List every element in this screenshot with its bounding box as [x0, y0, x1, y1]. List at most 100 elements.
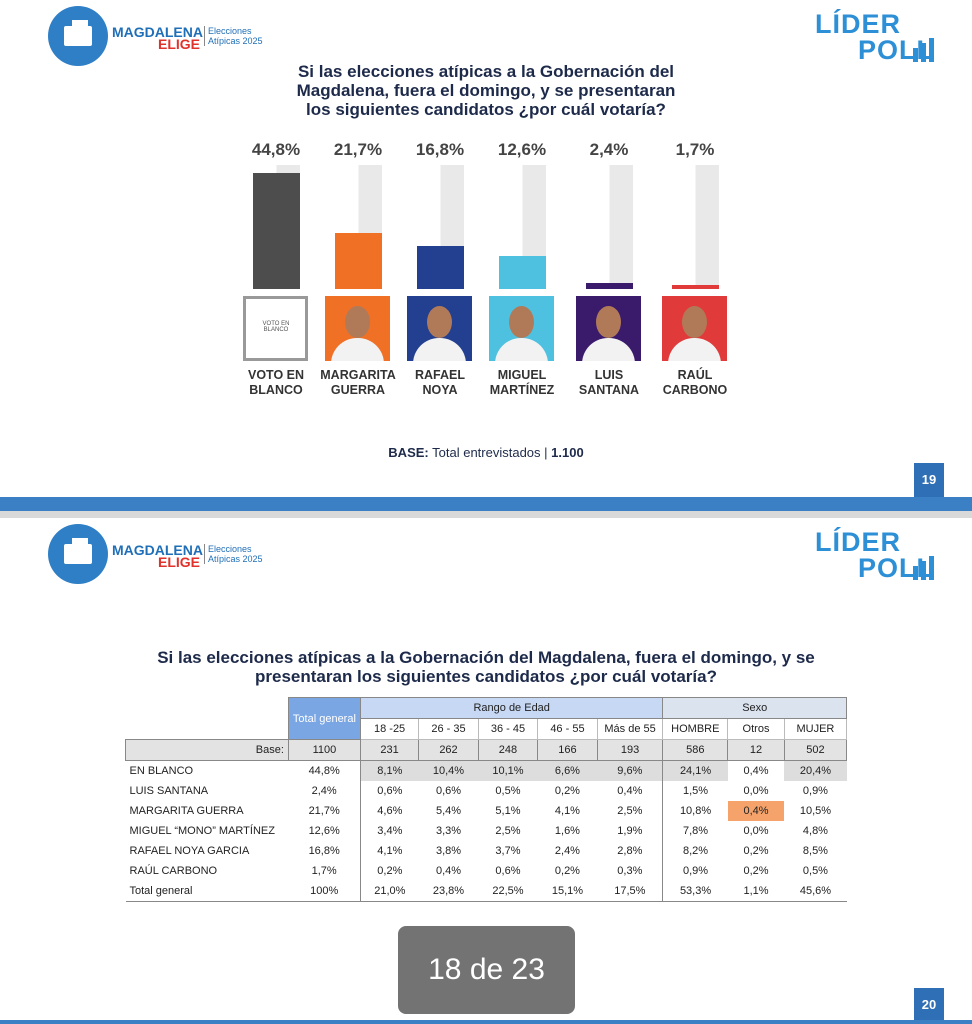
- candidate-photo: [576, 296, 641, 361]
- column-header: 18 -25: [359, 718, 420, 740]
- table-cell: 15,1%: [537, 881, 598, 902]
- brand-tag: Elecciones: [204, 26, 252, 36]
- candidate-name: RAFAEL NOYA: [415, 368, 465, 397]
- table-cell: 0,2%: [554, 865, 580, 877]
- table-cell: 3,8%: [435, 845, 462, 857]
- photo-text: VOTO EN BLANCO: [262, 321, 290, 333]
- brand-name: ELIGE: [158, 554, 201, 570]
- poll-bar: [913, 566, 918, 580]
- table-cell: 8,1%: [360, 760, 419, 781]
- candidate-photo: [662, 296, 727, 361]
- base-cell: 586: [662, 739, 729, 761]
- table-header: Rango de Edad: [359, 697, 664, 719]
- table-cell: MIGUEL “MONO” MARTÍNEZ: [129, 825, 275, 837]
- bar: [499, 256, 546, 289]
- column-header: HOMBRE: [662, 718, 729, 740]
- table-cell: 21,7%: [288, 801, 361, 821]
- table-cell: 20,4%: [784, 760, 847, 781]
- page-number: 20: [914, 988, 944, 1022]
- table-cell: 21,0%: [360, 881, 419, 902]
- table-cell: 3,4%: [377, 825, 403, 837]
- person-head: [345, 306, 370, 338]
- column-header: MUJER: [783, 718, 848, 740]
- person-body: [582, 338, 635, 361]
- base-note: BASE: Total entrevistados | 1.100: [388, 445, 584, 460]
- table-cell: 10,8%: [679, 805, 712, 817]
- brand-tag: Atípicas 2025: [204, 36, 263, 46]
- table-cell: 7,8%: [683, 825, 709, 837]
- table-cell: 0,9%: [683, 865, 709, 877]
- base-cell: 166: [537, 739, 598, 761]
- column-header: 26 - 35: [418, 718, 479, 740]
- table-cell: 1,1%: [727, 881, 785, 902]
- table-cell: LUIS SANTANA: [129, 785, 209, 797]
- table-cell: 1,5%: [683, 785, 709, 797]
- table-cell: 17,5%: [597, 881, 664, 902]
- person-body: [495, 338, 548, 361]
- value-label: 21,7%: [333, 140, 383, 159]
- table-cell: 0,2%: [743, 845, 769, 857]
- chart-title: Si las elecciones atípicas a la Gobernac…: [296, 62, 676, 119]
- table-cell: 0,6%: [435, 785, 462, 797]
- table-cell: 0,0%: [743, 825, 769, 837]
- table-cell: 53,3%: [662, 881, 728, 902]
- data-row: MIGUEL “MONO” MARTÍNEZ 12,6% 3,4% 3,3% 2,5% 1…: [126, 821, 847, 841]
- poll-bar: [913, 48, 918, 62]
- table-cell: 0,5%: [495, 785, 521, 797]
- candidate-name: MARGARITA GUERRA: [320, 368, 396, 397]
- table-cell: 8,5%: [802, 845, 828, 857]
- person-head: [682, 306, 707, 338]
- table-cell: 10,4%: [418, 760, 479, 781]
- brand-tag: Elecciones: [204, 544, 252, 554]
- table-cell: 12,6%: [288, 821, 361, 841]
- person-body: [413, 338, 466, 361]
- base-cell: 12: [727, 739, 785, 761]
- base-text: Total entrevistados: [432, 445, 541, 460]
- table-cell: 0,4%: [743, 765, 769, 777]
- poll-bar: [921, 43, 926, 62]
- table-cell: 44,8%: [288, 760, 361, 781]
- base-cell: Base:: [125, 739, 289, 761]
- table-cell: 0,9%: [802, 785, 828, 797]
- poll-bar: [929, 556, 934, 580]
- base-cell: 1100: [287, 739, 361, 761]
- bar: [586, 282, 633, 289]
- table-cell: 45,6%: [784, 881, 847, 902]
- value-label: 44,8%: [251, 140, 301, 159]
- table-cell: 0,0%: [743, 785, 769, 797]
- table-cell: Total general: [125, 881, 289, 902]
- logo-icon: [48, 524, 108, 584]
- table-cell: 0,2%: [377, 865, 403, 877]
- bar: [335, 232, 382, 289]
- bar: [253, 173, 300, 289]
- brand-name: MAGDALENA: [112, 24, 203, 40]
- table-cell: 8,2%: [683, 845, 709, 857]
- table-cell: 0,5%: [802, 865, 828, 877]
- candidate-name: LUIS SANTANA: [578, 368, 640, 397]
- data-row: RAFAEL NOYA GARCIA 16,8% 4,1% 3,8% 3,7% 2,4% 2…: [126, 841, 847, 861]
- person-head: [427, 306, 452, 338]
- poll-logo: POLL: [858, 553, 934, 583]
- brand-name: ELIGE: [158, 36, 201, 52]
- table-cell: 4,8%: [802, 825, 828, 837]
- footer-bar: [0, 497, 972, 511]
- column-header: Otros: [727, 718, 785, 740]
- logo-icon: [48, 6, 108, 66]
- slide-19: MAGDALENA ELIGE Elecciones Atípicas 2025 LÍD…: [0, 0, 972, 511]
- base-row: Base: 1100 231 262 248 166 193 586 12 502: [125, 739, 848, 761]
- bar: [672, 284, 719, 289]
- table-cell: 9,6%: [597, 760, 664, 781]
- candidate-name: MIGUEL MARTÍNEZ: [489, 368, 555, 397]
- data-row: EN BLANCO 44,8% 8,1% 10,4% 10,1% 6,6% 9,6% 24,1…: [126, 760, 847, 781]
- brand-tag: Atípicas 2025: [204, 554, 263, 564]
- table-cell: 10,1%: [478, 760, 538, 781]
- poll-logo: POLL: [858, 35, 934, 65]
- table-cell: 0,4%: [597, 781, 664, 801]
- base-cell: 248: [477, 739, 539, 761]
- candidate-photo: [325, 296, 390, 361]
- data-row: MARGARITA GUERRA 21,7% 4,6% 5,4% 5,1% 4,1% 2,5…: [126, 801, 847, 821]
- person-head: [596, 306, 621, 338]
- table-cell: 16,8%: [288, 841, 361, 861]
- table-cell: 1,6%: [554, 825, 580, 837]
